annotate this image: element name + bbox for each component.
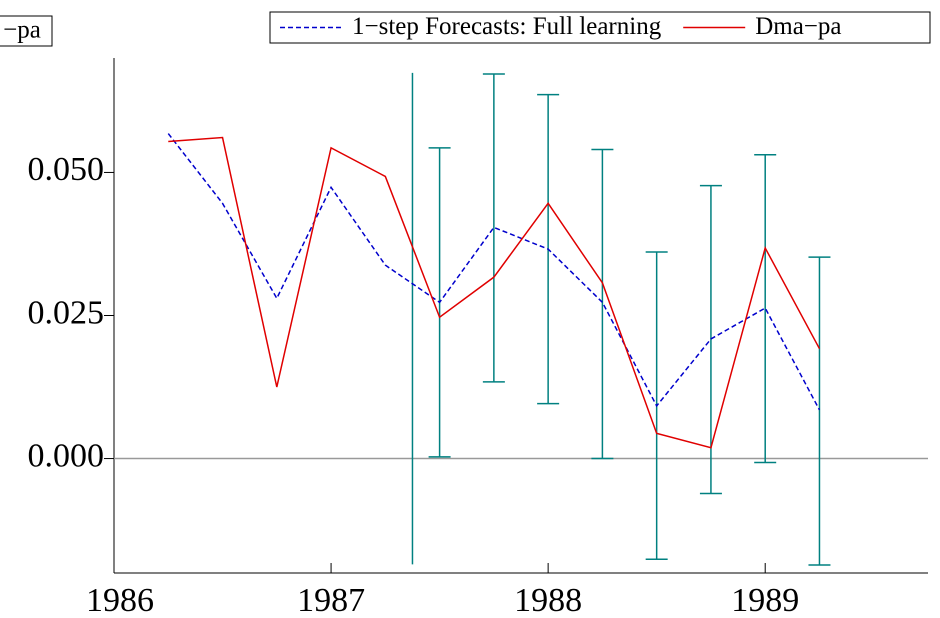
legend-label: 1−step Forecasts: Full learning [352,13,662,40]
corner-label-box [0,15,53,47]
x-tick-label: 1986 [86,582,154,618]
y-tick-label: 0.000 [28,437,105,474]
corner-label: −pa [3,17,41,44]
legend-box [269,11,931,44]
series-line [168,136,821,449]
legend-label: Dma−pa [755,13,841,40]
x-tick-label: 1987 [297,582,365,618]
x-tick-label: 1989 [731,582,799,618]
y-tick-label: 0.050 [28,151,105,188]
series-line [167,133,821,411]
y-tick-label: 0.025 [28,294,105,331]
x-tick-label: 1988 [514,582,582,618]
